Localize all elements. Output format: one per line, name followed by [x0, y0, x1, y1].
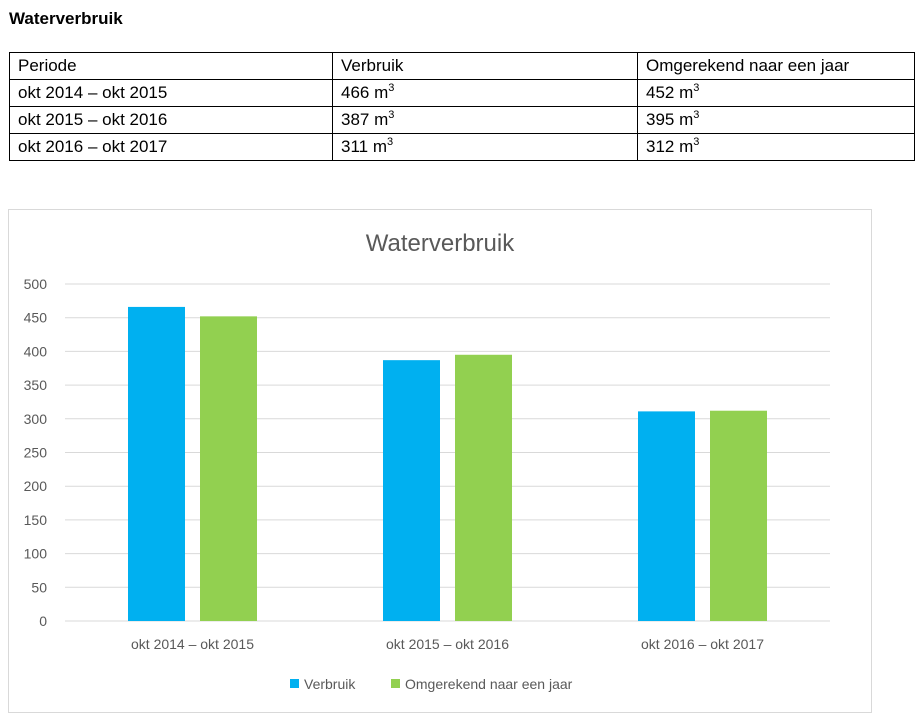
bar-chart: Waterverbruik 0 50 100 150 200 250 300 350 400 45… [24, 230, 830, 692]
chart-container: Waterverbruik 0 50 100 150 200 250 300 350 400 45… [8, 209, 872, 713]
y-tick-label: 350 [24, 377, 48, 393]
bar-omgerekend [710, 410, 767, 621]
table-row: okt 2016 – okt 2017 311 m3 312 m3 [9, 133, 915, 161]
legend-label: Verbruik [304, 676, 356, 692]
unit-label: m [679, 110, 694, 129]
chart-title: Waterverbruik [366, 230, 515, 257]
y-tick-label: 0 [39, 613, 47, 629]
unit-label: m [372, 137, 388, 156]
x-tick-label: okt 2016 – okt 2017 [641, 636, 764, 652]
unit-label: m [374, 110, 389, 129]
bar-omgerekend [200, 316, 257, 621]
unit-exponent: 3 [388, 109, 395, 121]
cell-value: 387 [341, 110, 370, 129]
unit-exponent: 3 [693, 136, 700, 148]
x-axis-ticks: okt 2014 – okt 2015 okt 2015 – okt 2016 ok… [131, 636, 764, 652]
legend-label: Omgerekend naar een jaar [405, 676, 573, 692]
unit-exponent: 3 [693, 109, 700, 121]
legend-swatch [391, 679, 400, 688]
y-tick-label: 150 [24, 512, 48, 528]
unit-label: m [679, 137, 694, 156]
y-axis-ticks: 0 50 100 150 200 250 300 350 400 450 500 [24, 276, 48, 629]
table-header-cell: Periode [9, 52, 333, 80]
legend: Verbruik Omgerekend naar een jaar [290, 676, 573, 692]
y-tick-label: 400 [24, 343, 48, 359]
page-title: Waterverbruik [9, 9, 123, 28]
cell-value: 312 [646, 137, 675, 156]
legend-swatch [290, 679, 299, 688]
y-tick-label: 250 [24, 445, 48, 461]
cell-value: 311 [341, 137, 369, 156]
bar-verbruik [383, 360, 440, 621]
cell-value: 452 [646, 83, 675, 102]
table-cell-verbruik: 466 m3 [332, 79, 638, 107]
cell-value: 466 [341, 83, 370, 102]
bar-omgerekend [455, 354, 512, 621]
table-cell-jaar: 312 m3 [637, 133, 915, 161]
table-cell-periode: okt 2016 – okt 2017 [9, 133, 333, 161]
y-tick-label: 450 [24, 310, 48, 326]
unit-exponent: 3 [388, 82, 395, 94]
table-header-cell: Omgerekend naar een jaar [637, 52, 915, 80]
unit-exponent: 3 [387, 136, 394, 148]
unit-label: m [679, 83, 694, 102]
y-tick-label: 500 [24, 276, 48, 292]
cell-value: 395 [646, 110, 675, 129]
table-row: okt 2014 – okt 2015 466 m3 452 m3 [9, 79, 915, 107]
table-cell-verbruik: 311 m3 [332, 133, 638, 161]
unit-exponent: 3 [693, 82, 700, 94]
table-cell-jaar: 452 m3 [637, 79, 915, 107]
y-tick-label: 50 [31, 579, 47, 595]
bars [128, 306, 767, 621]
unit-label: m [374, 83, 389, 102]
gridlines [65, 283, 830, 622]
bar-verbruik [128, 306, 185, 621]
table-header-row: Periode Verbruik Omgerekend naar een jaa… [9, 52, 915, 80]
table-cell-periode: okt 2014 – okt 2015 [9, 79, 333, 107]
x-tick-label: okt 2015 – okt 2016 [386, 636, 509, 652]
table-header-cell: Verbruik [332, 52, 638, 80]
table-cell-periode: okt 2015 – okt 2016 [9, 106, 333, 134]
bar-verbruik [638, 411, 695, 621]
table-cell-verbruik: 387 m3 [332, 106, 638, 134]
x-tick-label: okt 2014 – okt 2015 [131, 636, 254, 652]
water-usage-table: Periode Verbruik Omgerekend naar een jaa… [9, 52, 915, 161]
table-row: okt 2015 – okt 2016 387 m3 395 m3 [9, 106, 915, 134]
table-cell-jaar: 395 m3 [637, 106, 915, 134]
y-tick-label: 100 [24, 546, 48, 562]
y-tick-label: 300 [24, 411, 48, 427]
y-tick-label: 200 [24, 478, 48, 494]
